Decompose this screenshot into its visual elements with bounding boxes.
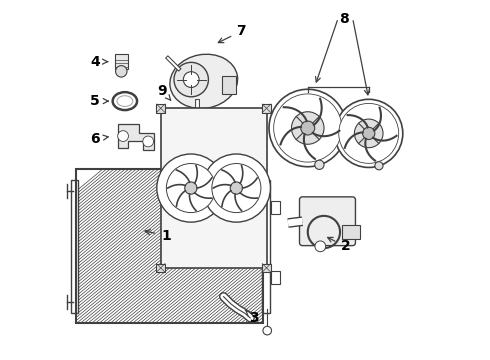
Bar <box>262 180 270 313</box>
FancyBboxPatch shape <box>299 197 355 246</box>
Circle shape <box>185 182 197 194</box>
Bar <box>271 271 280 284</box>
Bar <box>262 264 271 272</box>
Circle shape <box>157 154 225 222</box>
Circle shape <box>339 103 399 163</box>
Ellipse shape <box>117 96 133 107</box>
Bar <box>76 169 263 323</box>
Circle shape <box>269 89 346 167</box>
Circle shape <box>263 326 271 335</box>
Text: 5: 5 <box>90 94 100 108</box>
Text: 8: 8 <box>339 12 348 26</box>
Circle shape <box>335 99 403 167</box>
Bar <box>71 180 77 313</box>
Circle shape <box>118 131 128 141</box>
Circle shape <box>315 160 324 170</box>
Text: 9: 9 <box>158 84 167 98</box>
Circle shape <box>375 162 383 170</box>
Bar <box>156 264 165 272</box>
Circle shape <box>143 136 153 147</box>
Circle shape <box>354 119 383 148</box>
Circle shape <box>202 154 270 222</box>
Polygon shape <box>118 125 153 149</box>
Bar <box>342 225 360 239</box>
Circle shape <box>166 163 216 213</box>
Circle shape <box>301 121 315 135</box>
Bar <box>221 76 236 94</box>
Bar <box>161 108 267 268</box>
Bar <box>262 104 271 113</box>
Ellipse shape <box>113 92 137 110</box>
Circle shape <box>116 66 127 77</box>
Text: 4: 4 <box>90 55 100 69</box>
Bar <box>271 201 280 214</box>
Circle shape <box>315 241 326 252</box>
Text: 2: 2 <box>341 239 350 253</box>
Text: 7: 7 <box>237 24 246 38</box>
Text: 6: 6 <box>90 132 100 146</box>
Circle shape <box>292 112 324 144</box>
Circle shape <box>183 72 199 87</box>
Circle shape <box>363 127 375 140</box>
Bar <box>156 104 165 113</box>
Circle shape <box>212 163 261 213</box>
Circle shape <box>174 62 208 97</box>
Text: 1: 1 <box>161 229 171 243</box>
Circle shape <box>274 94 342 162</box>
Bar <box>76 169 263 323</box>
Text: 3: 3 <box>249 311 259 325</box>
Ellipse shape <box>170 54 238 108</box>
Bar <box>115 54 128 69</box>
Circle shape <box>230 182 243 194</box>
